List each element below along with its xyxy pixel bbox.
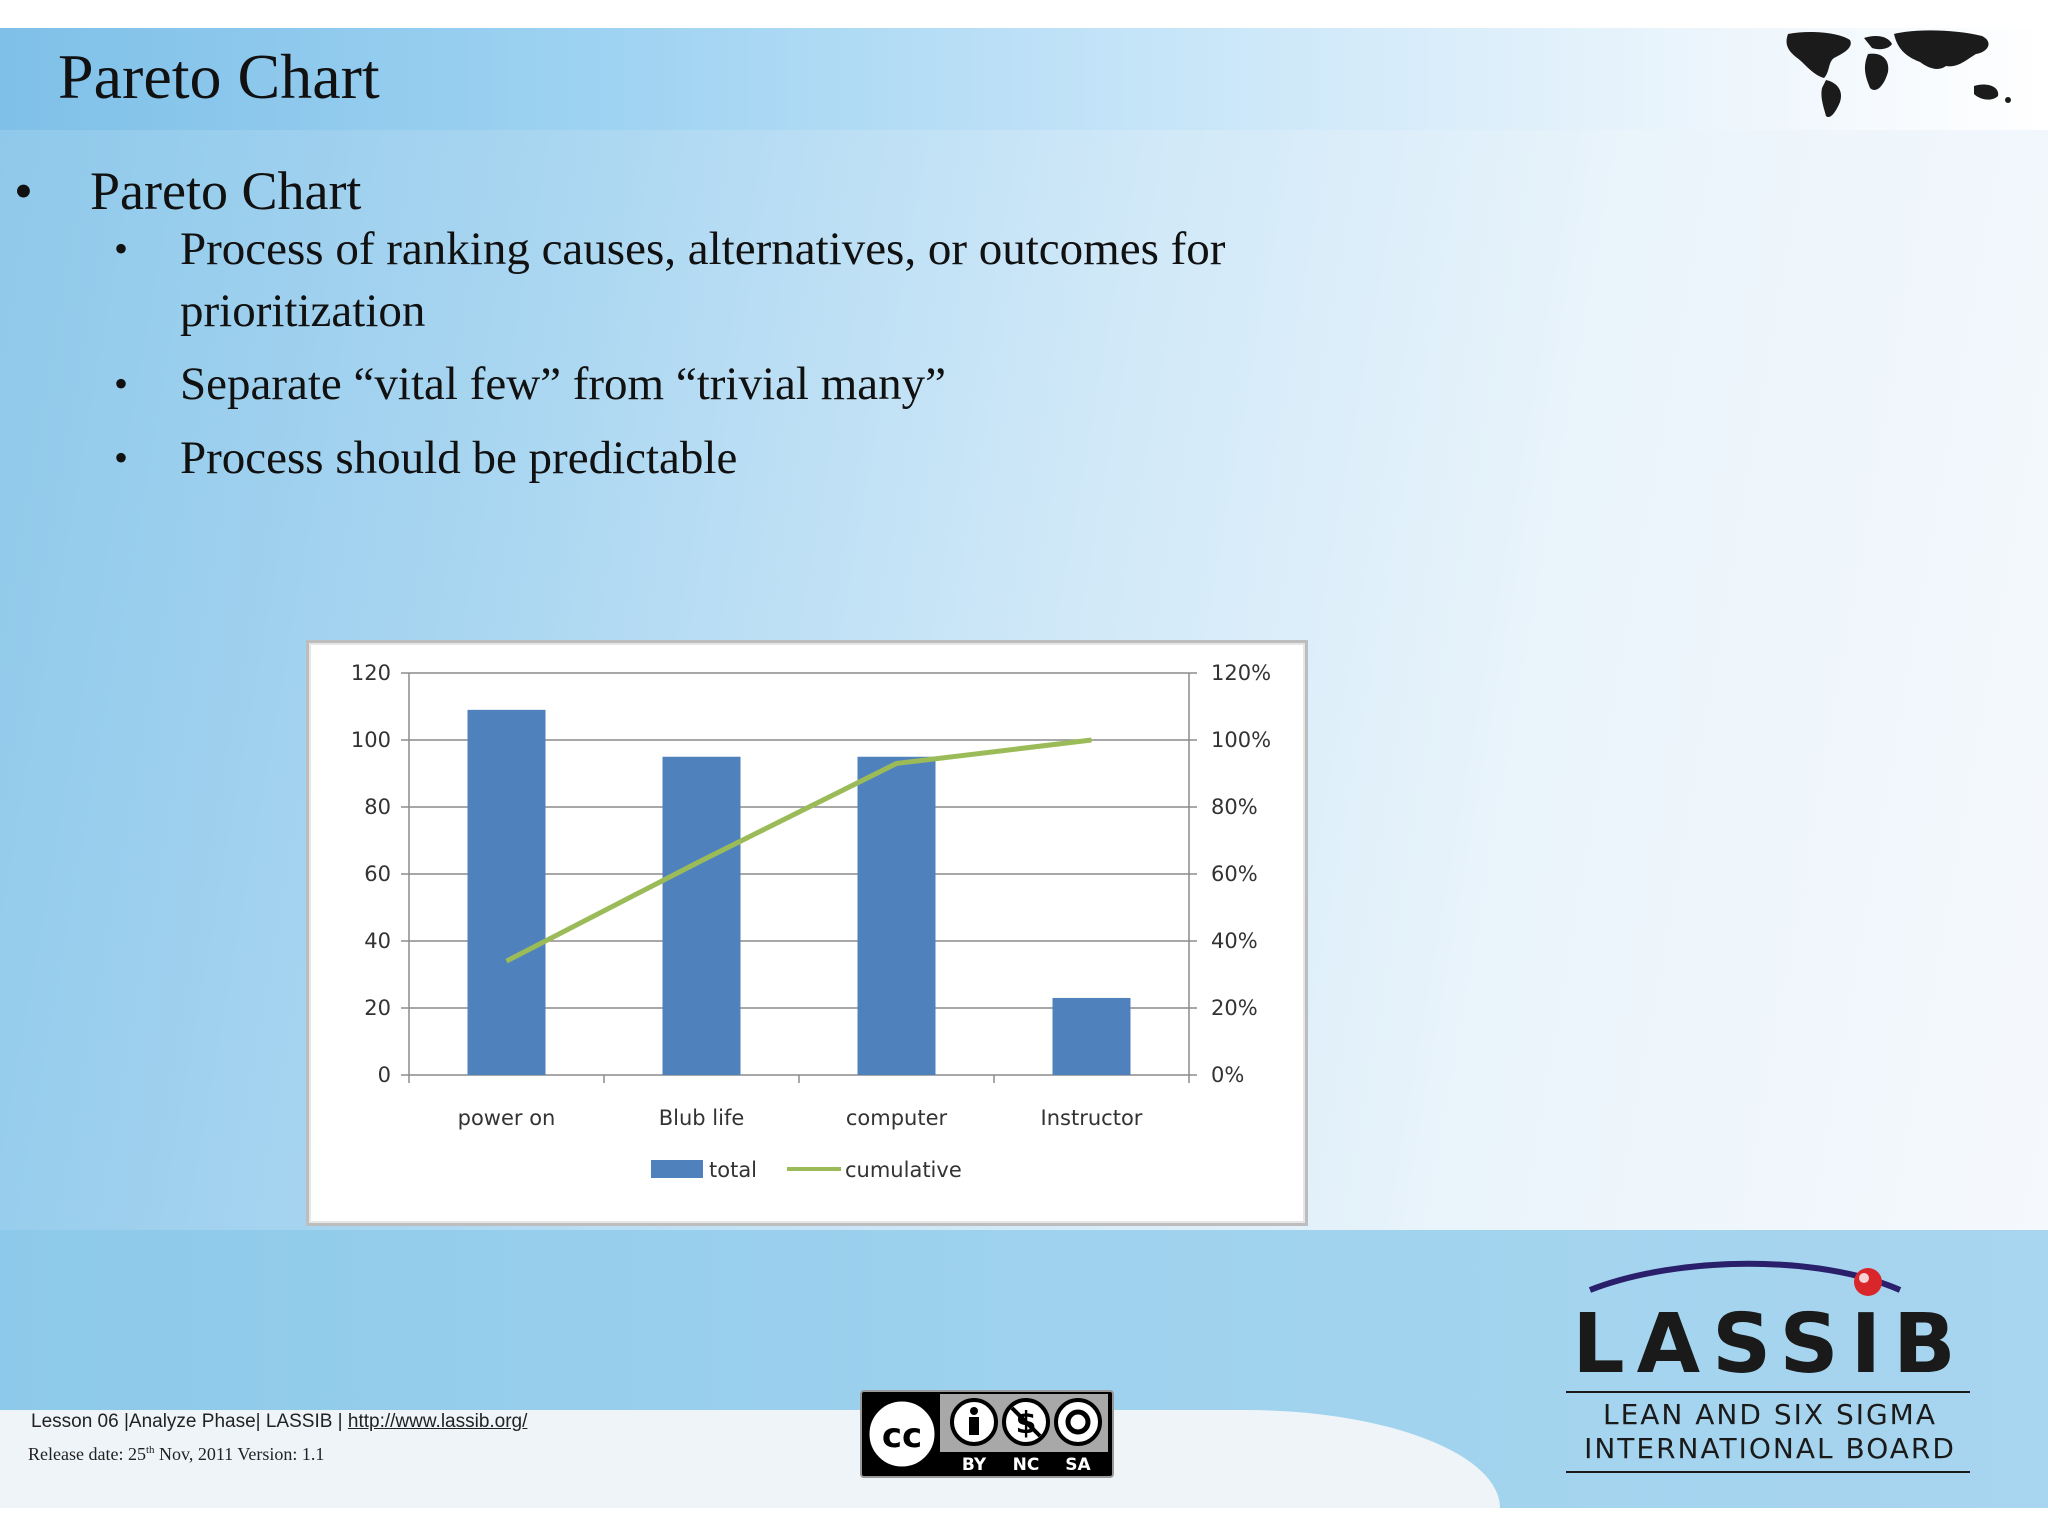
world-map-icon: [1786, 30, 2011, 118]
cc-label-sa: SA: [1065, 1455, 1091, 1475]
bar-power-on: [467, 709, 546, 1075]
footer-lesson-text: Lesson 06 |Analyze Phase| LASSIB |: [31, 1411, 348, 1432]
legend-label-cumulative: cumulative: [845, 1158, 962, 1182]
release-suffix: Nov, 2011 Version: 1.1: [154, 1444, 325, 1464]
bullet-text: Pareto Chart: [90, 161, 362, 221]
cc-label-nc: NC: [1013, 1455, 1040, 1475]
bullet-line: prioritization: [180, 285, 426, 337]
y-tick-right: 80%: [1211, 795, 1258, 819]
slide: Pareto Chart • Pareto Chart • Process of…: [0, 28, 2048, 1508]
y-tick-right: 20%: [1211, 996, 1258, 1020]
y-tick-right: 0%: [1211, 1063, 1244, 1087]
bullet-dot: •: [114, 435, 129, 480]
logo-line2: INTERNATIONAL BOARD: [1584, 1432, 1956, 1465]
legend-label-total: total: [709, 1158, 757, 1182]
pareto-chart: 0 0% 20 20% 40 40% 60 60% 80 80% 100 100% 120 120% pow…: [306, 640, 1308, 1226]
x-tick-label: computer: [846, 1106, 948, 1130]
x-tick-label: Blub life: [659, 1106, 745, 1130]
cc-icon: [864, 1396, 940, 1472]
sa-icon: [1054, 1398, 1102, 1446]
y-tick-left: 120: [351, 661, 391, 685]
bullet-text: Process of ranking causes, alternatives,…: [180, 218, 1480, 342]
x-tick-label: power on: [458, 1106, 556, 1130]
y-tick-left: 60: [364, 862, 391, 886]
y-tick-right: 100%: [1211, 728, 1271, 752]
y-tick-right: 60%: [1211, 862, 1258, 886]
footer-link[interactable]: http://www.lassib.org/: [347, 1411, 528, 1432]
y-tick-left: 40: [364, 929, 391, 953]
logo-name: LASSIB: [1572, 1297, 1967, 1392]
release-prefix: Release date: 25: [28, 1444, 146, 1464]
footer-panel: [0, 1410, 1500, 1508]
y-tick-left: 0: [378, 1063, 391, 1087]
line-cumulative: [505, 737, 1092, 964]
y-tick-right: 40%: [1211, 929, 1258, 953]
bullet-text: Process should be predictable: [180, 432, 738, 484]
footer-release: Release date: 25th Nov, 2011 Version: 1.…: [28, 1444, 324, 1465]
bullet-line: Process of ranking causes, alternatives,…: [180, 223, 1226, 275]
footer-lesson: Lesson 06 |Analyze Phase| LASSIB | http:…: [31, 1411, 527, 1433]
svg-text:cc: cc: [882, 1416, 922, 1456]
title-bar: Pareto Chart: [0, 28, 2048, 130]
lassib-logo: LASSIB LEAN AND SIX SIGMA INTERNATIONAL …: [1566, 1260, 1970, 1473]
y-tick-left: 20: [364, 996, 391, 1020]
bullet-dot: •: [114, 361, 129, 406]
cc-label-by: BY: [962, 1455, 987, 1475]
bar-computer: [857, 756, 936, 1075]
bullet-dot: •: [114, 226, 129, 271]
x-tick-label: Instructor: [1041, 1106, 1143, 1130]
bullet-dot: •: [14, 161, 33, 221]
release-sup: th: [145, 1444, 155, 1456]
y-tick-left: 80: [364, 795, 391, 819]
y-tick-right: 120%: [1211, 661, 1271, 685]
cc-license-badge: cc $ BY NC SA: [860, 1390, 1114, 1478]
bar-instructor: [1052, 997, 1131, 1075]
chart-svg: 0 0% 20 20% 40 40% 60 60% 80 80% 100 100% 120 120% pow…: [351, 661, 1271, 1182]
legend-swatch-total: [651, 1160, 703, 1178]
bar-blub-life: [662, 756, 741, 1075]
y-tick-left: 100: [351, 728, 391, 752]
page-title: Pareto Chart: [58, 41, 380, 112]
logo-line1: LEAN AND SIX SIGMA: [1603, 1398, 1937, 1431]
bullet-text: Separate “vital few” from “trivial many”: [180, 358, 946, 410]
